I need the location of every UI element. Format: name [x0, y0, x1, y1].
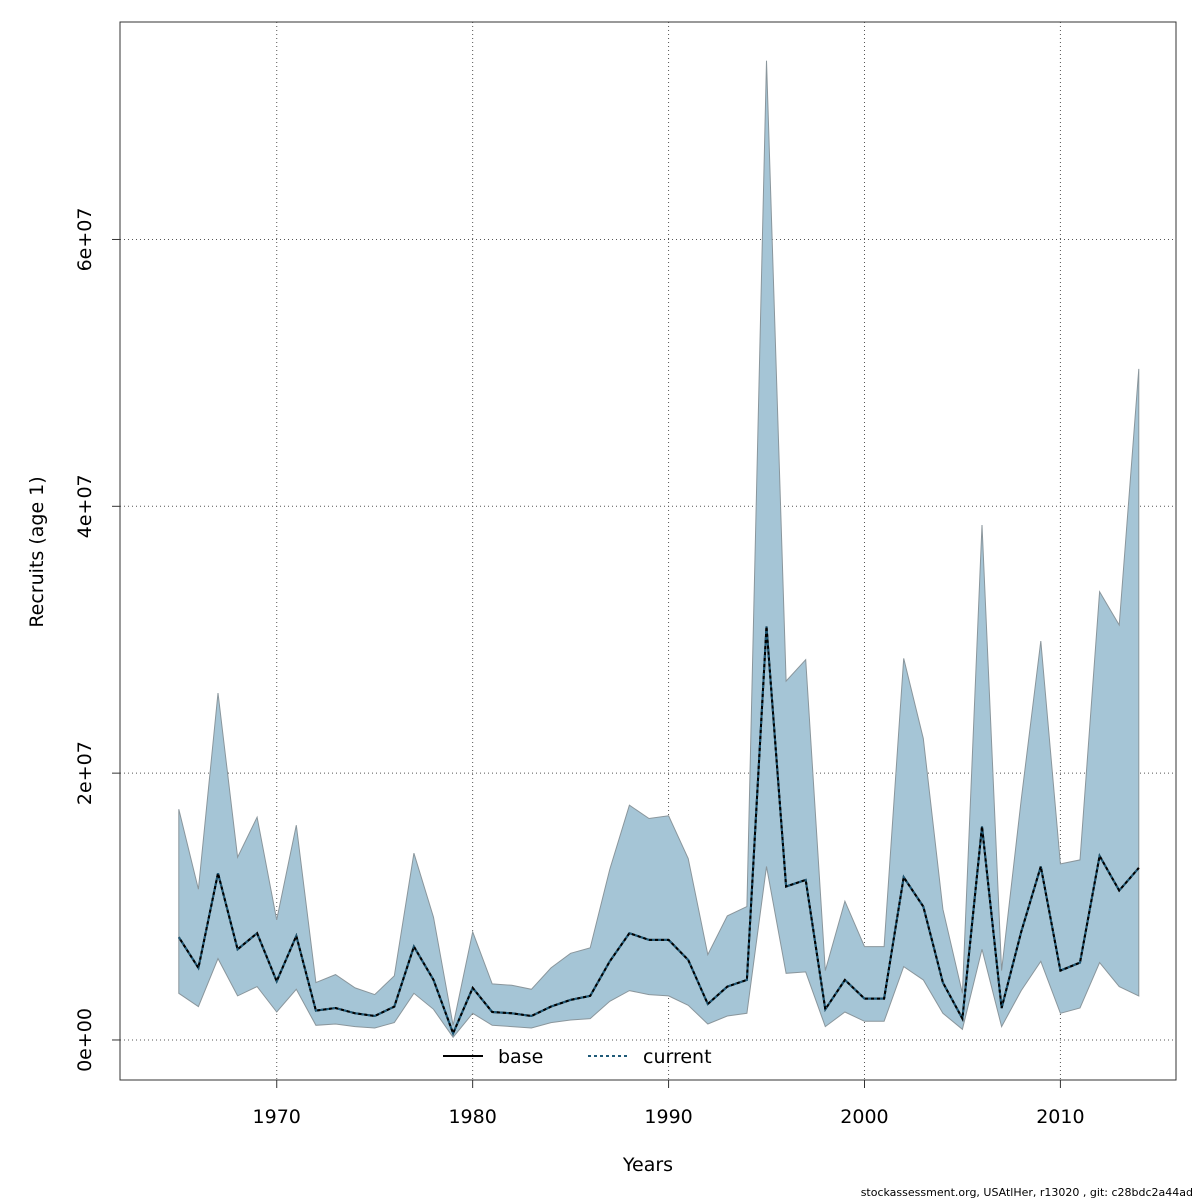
x-axis-title: Years [622, 1154, 673, 1176]
x-tick-label-2: 1990 [644, 1106, 692, 1128]
y-tick-label-1: 2e+07 [74, 741, 96, 805]
legend-base-label: base [498, 1046, 543, 1068]
y-tick-label-3: 6e+07 [74, 208, 96, 272]
footer-credit: stockassessment.org, USAtlHer, r13020 , … [861, 1186, 1193, 1199]
x-tick-label-1: 1980 [448, 1106, 496, 1128]
series-line-current [177, 626, 1140, 1036]
series-line-current-alt [177, 626, 1140, 1036]
x-tick-label-4: 2010 [1036, 1106, 1084, 1128]
legend: base current [443, 1046, 712, 1068]
confidence-band [178, 60, 1140, 1039]
y-tick-label-2: 4e+07 [74, 474, 96, 538]
plot-frame [119, 21, 1177, 1081]
axes: 1970 1980 1990 2000 2010 0e+00 2e+07 4e+07 6e+07 [74, 208, 1085, 1128]
legend-current-label: current [643, 1046, 712, 1068]
x-tick-label-0: 1970 [253, 1106, 301, 1128]
y-axis-title: Recruits (age 1) [26, 476, 48, 627]
series-lines [177, 626, 1140, 1036]
y-tick-label-0: 0e+00 [74, 1008, 96, 1072]
x-tick-label-3: 2000 [840, 1106, 888, 1128]
grid-lines [120, 22, 1176, 1080]
confidence-band-area [178, 60, 1140, 1039]
